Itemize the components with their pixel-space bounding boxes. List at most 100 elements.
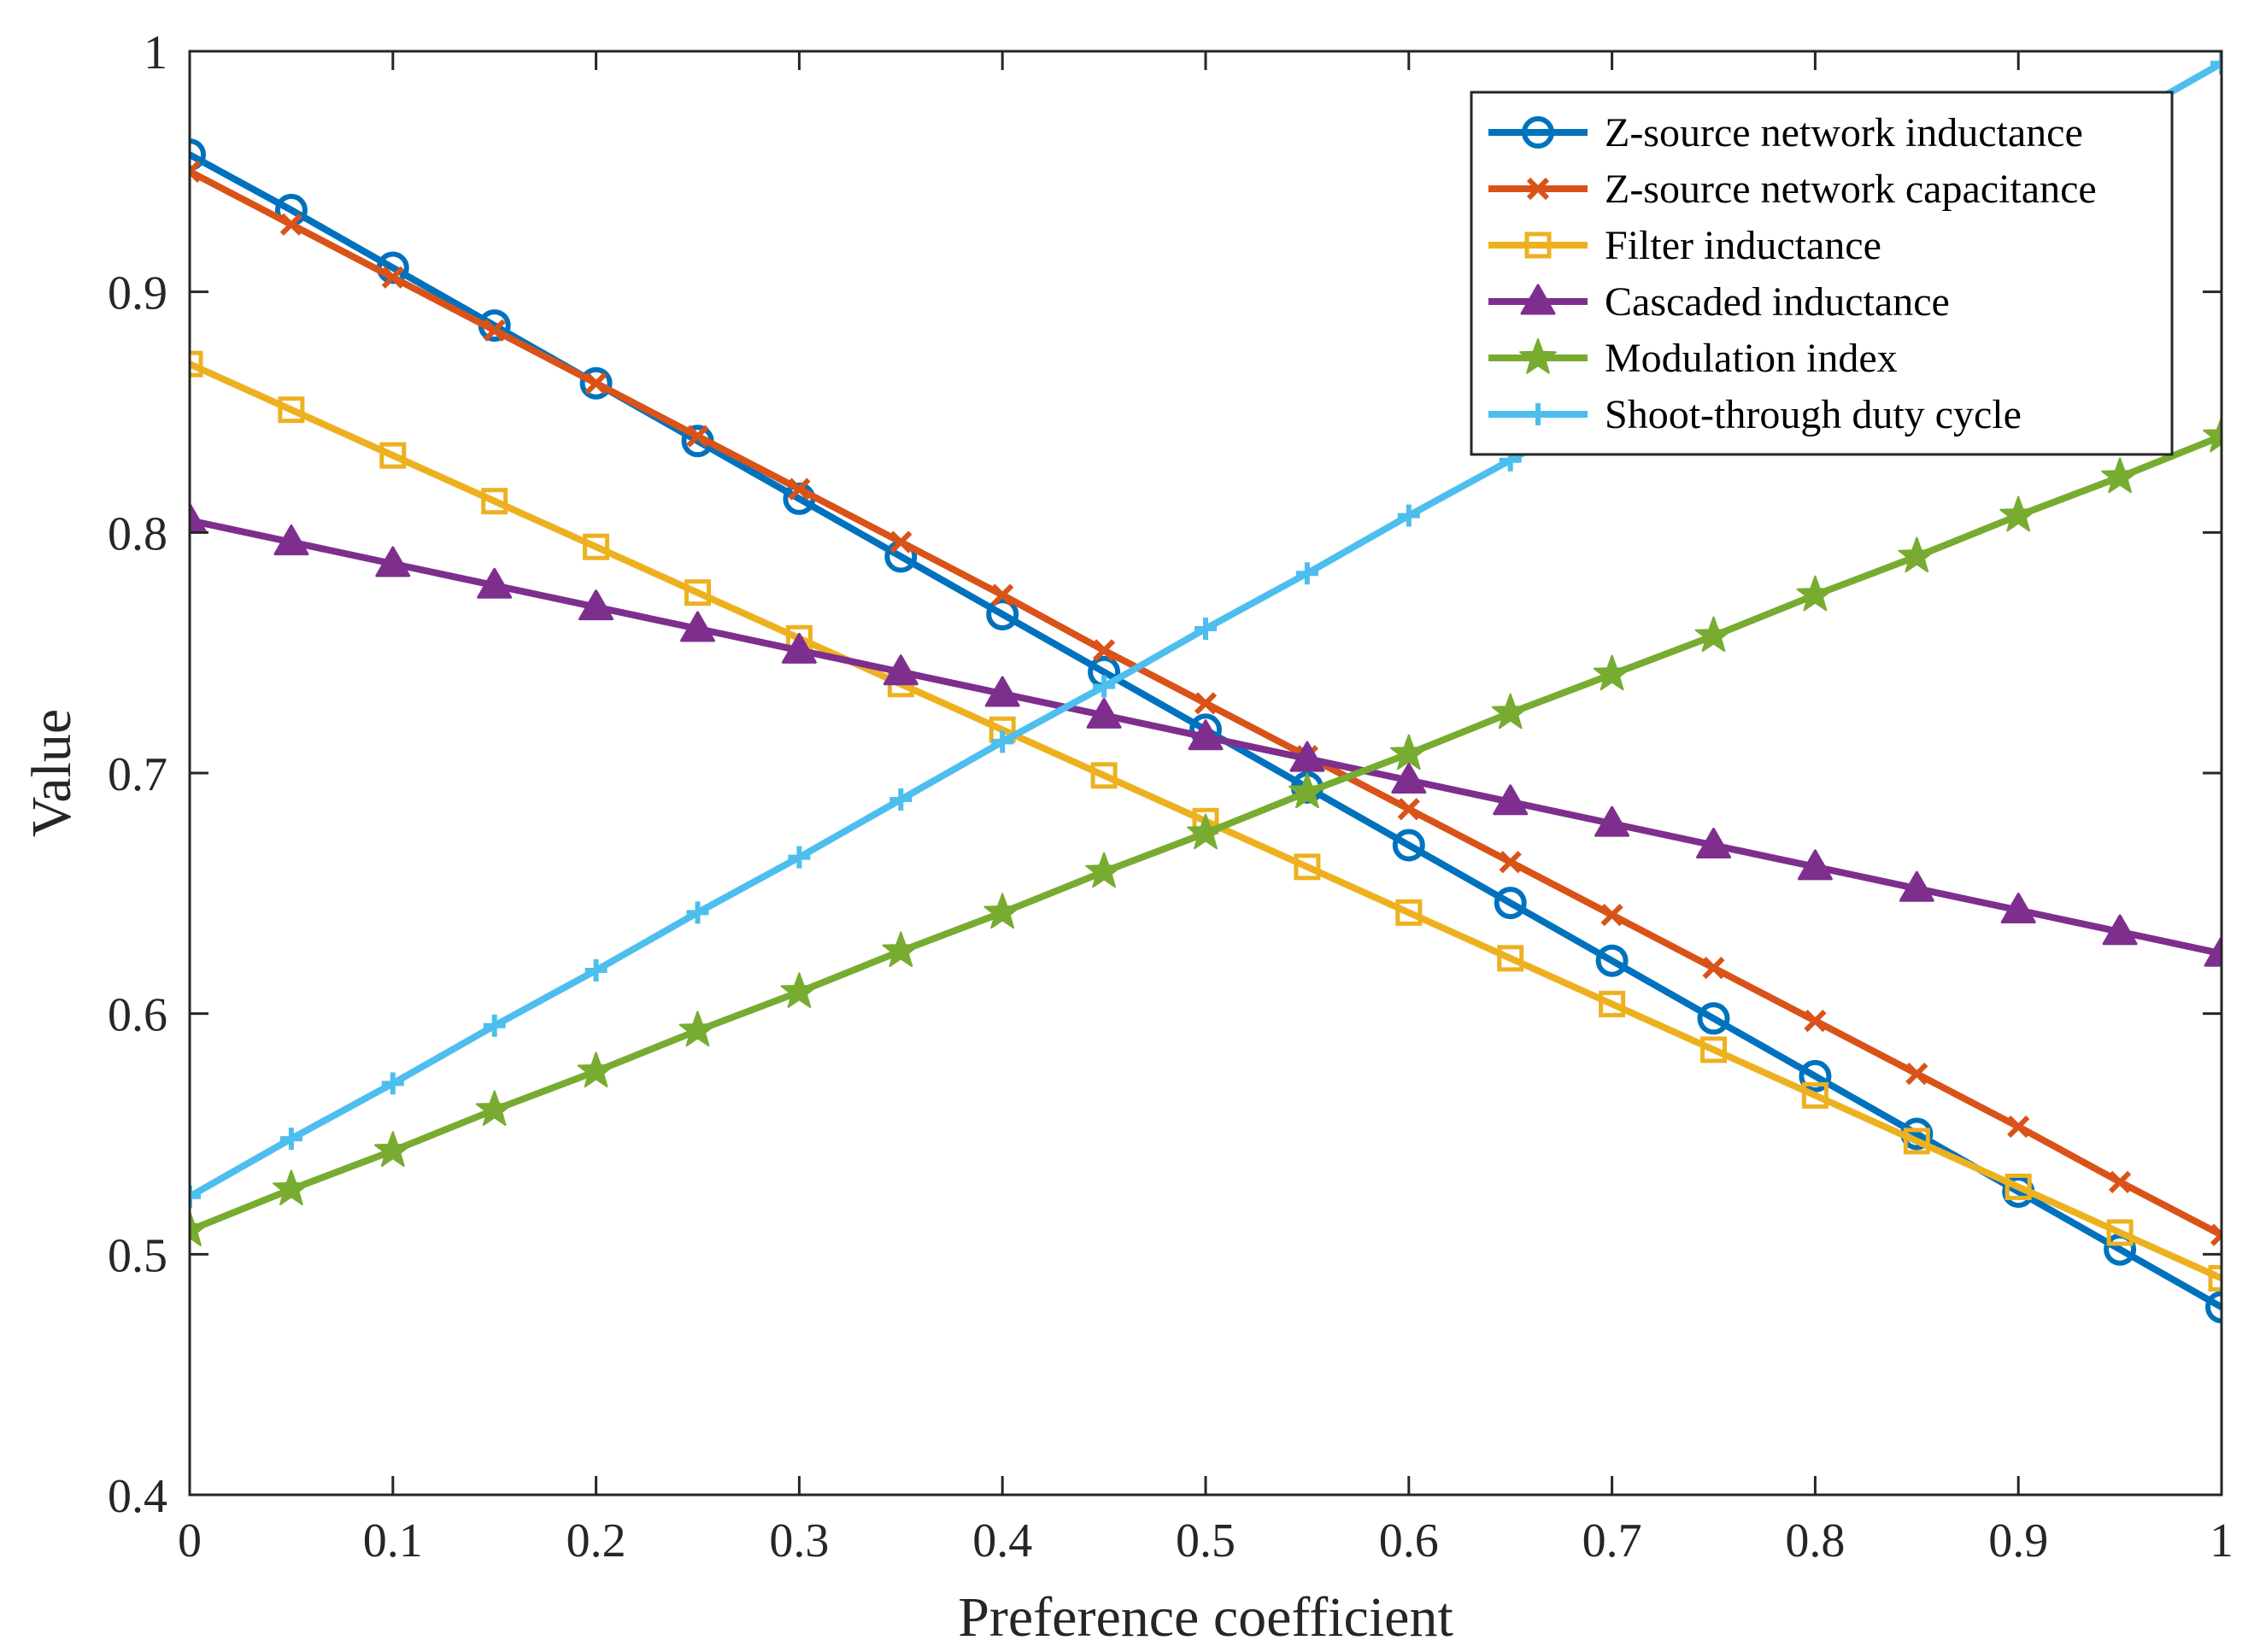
data-point <box>2106 1219 2134 1246</box>
data-point <box>781 632 817 664</box>
data-point <box>1499 851 1522 874</box>
data-point <box>1799 1059 1832 1093</box>
data-point <box>1697 1002 1730 1035</box>
data-point <box>279 1128 302 1151</box>
series-2 <box>190 160 2222 1246</box>
y-tick-label: 0.5 <box>108 1229 167 1282</box>
legend: Z-source network inductance Z-source netw… <box>1470 91 2174 456</box>
data-point <box>1295 562 1318 585</box>
data-point <box>190 160 202 183</box>
data-point <box>2204 935 2222 967</box>
data-point <box>381 1072 404 1095</box>
data-point <box>1086 697 1122 729</box>
data-point <box>983 893 1022 929</box>
legend-item: Modulation index <box>1488 336 1898 381</box>
x-tick-label: 1 <box>2210 1514 2234 1567</box>
data-point <box>1595 944 1629 977</box>
data-point <box>584 958 608 981</box>
data-point <box>2007 1115 2030 1139</box>
data-point <box>1391 762 1427 794</box>
data-point <box>883 654 919 686</box>
legend-label: Filter inductance <box>1605 223 1881 268</box>
x-tick-label: 0.6 <box>1379 1514 1439 1567</box>
x-tick-label: 0.3 <box>769 1514 829 1567</box>
data-point <box>1905 1062 1928 1086</box>
data-point <box>1090 762 1118 789</box>
data-point <box>1288 772 1326 809</box>
data-point <box>788 846 811 869</box>
data-point <box>1187 813 1224 850</box>
data-point <box>2205 1291 2222 1324</box>
legend-swatch-marker <box>1527 403 1549 425</box>
data-point <box>583 533 610 560</box>
data-point <box>483 1014 506 1037</box>
data-point <box>1702 957 1725 980</box>
data-point <box>475 1090 514 1127</box>
legend-label: Modulation index <box>1605 336 1898 381</box>
legend-swatch-marker <box>1519 338 1557 374</box>
data-point <box>2101 457 2139 494</box>
data-point <box>1796 575 1834 612</box>
axes-layer: 0 0.1 0.2 0.3 0.4 0.5 0.6 0.7 0.8 0.9 1 0.4 0.5 0.6 0.… <box>108 26 2234 1567</box>
data-point <box>190 350 203 378</box>
data-point <box>984 676 1020 707</box>
data-point <box>373 1131 412 1167</box>
legend-label: Z-source network capacitance <box>1605 167 2097 212</box>
y-tick-label: 0.4 <box>108 1470 167 1523</box>
data-point <box>1294 853 1321 881</box>
data-point <box>578 589 614 621</box>
data-point <box>375 546 411 577</box>
data-point <box>477 567 513 599</box>
data-point <box>1493 784 1529 816</box>
data-point <box>2102 914 2138 946</box>
data-point <box>190 1185 201 1208</box>
data-point <box>577 1052 615 1088</box>
data-point <box>686 425 709 448</box>
x-tick-label: 0.9 <box>1988 1514 2048 1567</box>
x-axis-label: Preference coefficient <box>958 1586 1453 1649</box>
legend-item: Shoot-through duty cycle <box>1488 392 2022 437</box>
data-point <box>889 788 913 811</box>
data-point <box>2210 52 2222 75</box>
data-point <box>684 579 711 606</box>
data-point <box>686 901 709 924</box>
legend-label: Cascaded inductance <box>1605 279 1950 325</box>
data-point <box>1195 618 1217 640</box>
data-point <box>1392 829 1425 862</box>
legend-label: Shoot-through duty cycle <box>1605 392 2022 437</box>
data-point <box>1898 536 1936 573</box>
data-point <box>1593 654 1631 691</box>
data-point <box>1801 1081 1829 1109</box>
x-tick-label: 0.4 <box>972 1514 1032 1567</box>
data-point <box>882 931 920 968</box>
data-point <box>1085 852 1123 888</box>
data-point <box>991 730 1014 753</box>
legend-label: Z-source network inductance <box>1605 110 2083 155</box>
data-point <box>1389 734 1428 770</box>
data-point <box>2108 1170 2132 1193</box>
y-tick-label: 0.8 <box>108 507 167 560</box>
data-point <box>190 502 208 534</box>
legend-item: Z-source network inductance <box>1488 110 2083 155</box>
data-point <box>1599 990 1626 1017</box>
data-point <box>2210 1223 2222 1246</box>
data-point <box>2203 416 2222 453</box>
y-axis-label: Value <box>21 709 83 837</box>
y-tick-label: 0.6 <box>108 989 167 1042</box>
legend-swatch-marker <box>1520 284 1556 315</box>
y-tick-label: 0.7 <box>108 748 167 801</box>
data-point <box>1093 675 1116 698</box>
x-tick-label: 0 <box>178 1514 202 1567</box>
x-tick-label: 0.1 <box>363 1514 423 1567</box>
data-point <box>1494 887 1527 920</box>
series-layer <box>190 52 2222 1324</box>
data-point <box>1194 692 1218 715</box>
data-point <box>1797 849 1833 881</box>
x-tick-label: 0.7 <box>1582 1514 1642 1567</box>
x-tick-label: 0.8 <box>1785 1514 1845 1567</box>
y-tick-label: 0.9 <box>108 267 167 320</box>
data-point <box>1696 828 1731 858</box>
data-point <box>190 1210 208 1246</box>
legend-item: Filter inductance <box>1488 223 1881 268</box>
